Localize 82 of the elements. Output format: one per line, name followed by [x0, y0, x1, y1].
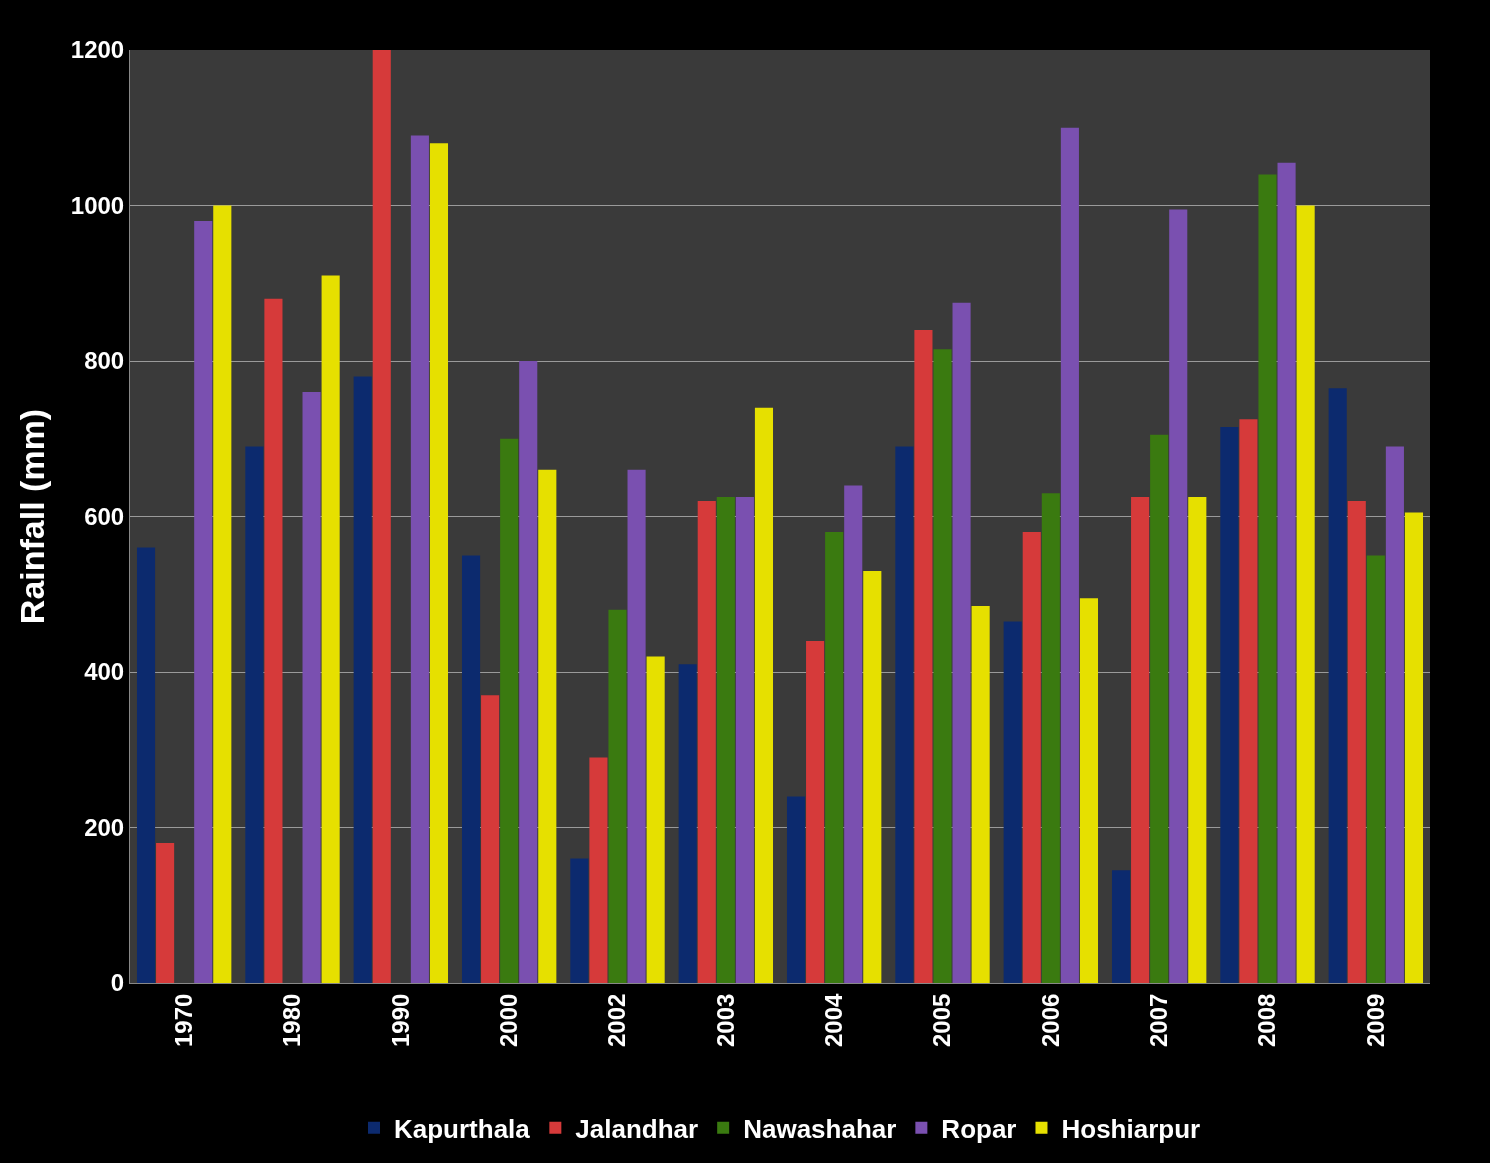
y-tick-label: 400 [84, 658, 125, 686]
bar [1022, 532, 1041, 983]
bar [1188, 497, 1207, 983]
bar [1277, 162, 1296, 983]
y-tick-label: 800 [84, 347, 125, 375]
bar [1131, 497, 1150, 983]
bar [1150, 434, 1169, 983]
bar [1079, 598, 1099, 983]
bar [971, 605, 990, 983]
x-tick-label: 2003 [711, 993, 739, 1047]
bar [1041, 493, 1060, 983]
bar [786, 796, 806, 983]
bar [519, 361, 538, 983]
bar [697, 500, 716, 983]
bar [302, 392, 321, 983]
legend-label: Jalandhar [575, 1113, 699, 1144]
x-tick-label: 1980 [278, 993, 306, 1047]
bar [213, 205, 232, 983]
legend-label: Nawashahar [743, 1113, 897, 1144]
bar [1111, 870, 1131, 983]
bar [1385, 446, 1404, 983]
bar [608, 609, 627, 983]
bar [825, 532, 844, 983]
x-tick-label: 2009 [1361, 993, 1389, 1047]
bar [500, 438, 519, 983]
legend-label: Kapurthala [394, 1113, 531, 1144]
bar [1239, 419, 1258, 983]
x-tick-label: 2002 [603, 993, 631, 1047]
x-tick-label: 2007 [1144, 993, 1172, 1047]
bar [754, 407, 774, 983]
bar [1328, 388, 1347, 983]
bar [646, 656, 665, 983]
y-axis-title: Rainfall (mm) [13, 408, 52, 625]
x-tick-label: 1990 [386, 993, 414, 1047]
bar [429, 143, 449, 983]
y-tick-label: 0 [110, 969, 125, 997]
bar [914, 329, 933, 983]
bar [1366, 555, 1385, 983]
bar [952, 302, 971, 983]
bar [353, 376, 372, 983]
x-tick-label: 2008 [1253, 993, 1281, 1047]
bar [1220, 427, 1239, 983]
bar [194, 221, 213, 983]
legend-label: Hoshiarpur [1061, 1113, 1201, 1144]
x-tick-label: 2000 [494, 993, 522, 1047]
y-tick-label: 600 [84, 502, 125, 530]
x-tick-label: 2004 [819, 992, 847, 1047]
bar [410, 135, 429, 983]
bar [1258, 174, 1277, 983]
bar [1003, 621, 1022, 983]
bar [156, 843, 175, 983]
bar [716, 497, 735, 983]
bar [863, 570, 882, 983]
bar [264, 298, 283, 983]
bar [570, 858, 589, 983]
bar [844, 485, 863, 983]
bar [1060, 127, 1079, 983]
bar [933, 349, 952, 983]
x-tick-label: 2005 [928, 993, 956, 1047]
bar [481, 695, 500, 983]
bar [627, 469, 646, 983]
bar [806, 640, 825, 983]
bar [735, 497, 754, 983]
bar [245, 446, 264, 983]
bar [678, 664, 697, 983]
bar [1347, 500, 1366, 983]
bar [372, 50, 391, 983]
bar [1404, 512, 1424, 983]
bar [538, 469, 557, 983]
y-tick-label: 1200 [70, 36, 125, 64]
x-tick-label: 1970 [169, 993, 197, 1047]
x-tick-label: 2006 [1036, 993, 1064, 1047]
bar [136, 547, 156, 983]
bar [895, 446, 914, 983]
bar [1169, 209, 1188, 983]
bar [589, 757, 608, 983]
y-tick-label: 1000 [70, 191, 125, 219]
legend-label: Ropar [941, 1113, 1017, 1144]
y-tick-label: 200 [84, 813, 125, 841]
bar [1296, 205, 1315, 983]
bar [321, 275, 340, 983]
bar [461, 555, 481, 983]
